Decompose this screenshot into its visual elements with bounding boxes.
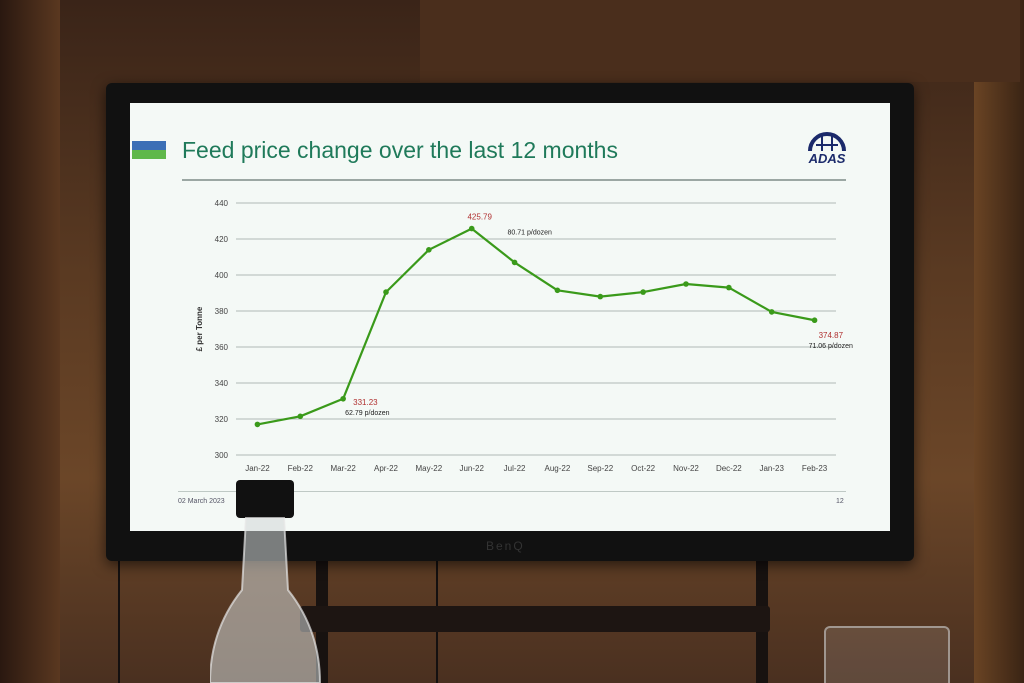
data-label-per-dozen: 80.71 p/dozen — [508, 230, 552, 237]
slide-title: Feed price change over the last 12 month… — [182, 137, 618, 163]
data-point — [768, 309, 775, 315]
title-flag-icon — [132, 141, 166, 159]
data-point — [597, 293, 604, 300]
adas-logo-icon — [808, 132, 846, 152]
y-tick-label: 420 — [215, 235, 229, 244]
drinking-glass — [824, 626, 950, 683]
x-tick-label: Jan-22 — [245, 464, 270, 473]
x-tick-label: Feb-22 — [288, 464, 314, 473]
x-tick-label: Mar-22 — [330, 464, 356, 473]
y-tick-label: 440 — [215, 199, 229, 208]
data-point — [468, 225, 475, 232]
adas-logo: ADAS — [802, 127, 852, 171]
title-divider — [182, 179, 846, 181]
data-point — [640, 289, 646, 295]
x-tick-label: Apr-22 — [374, 464, 399, 473]
data-point — [511, 259, 518, 266]
y-axis-label: £ per Tonne — [195, 306, 204, 351]
x-tick-label: Feb-23 — [802, 464, 828, 473]
data-label-value: 331.23 — [353, 398, 378, 407]
data-label-per-dozen: 71.06 p/dozen — [809, 343, 853, 350]
data-point — [554, 287, 561, 294]
x-tick-label: Aug-22 — [545, 464, 571, 473]
y-tick-label: 340 — [215, 379, 229, 388]
footer-date: 02 March 2023 — [178, 498, 225, 505]
data-point — [297, 413, 304, 420]
slide-screen: Feed price change over the last 12 month… — [130, 103, 890, 531]
x-tick-label: Jan-23 — [759, 464, 784, 473]
y-tick-label: 380 — [215, 307, 229, 316]
y-tick-label: 300 — [215, 451, 229, 460]
data-point — [811, 317, 818, 324]
footer-divider — [178, 491, 846, 492]
bottle — [210, 480, 322, 683]
y-tick-label: 360 — [215, 343, 229, 352]
x-tick-label: Jul-22 — [504, 464, 526, 473]
line-chart: 300 320 340 360 380 400 420 440 £ per Tonne Jan-2… — [195, 199, 853, 473]
monitor-brand: BenQ — [486, 539, 525, 553]
x-tick-label: Jun-22 — [459, 464, 484, 473]
data-point — [383, 289, 389, 295]
data-label-per-dozen: 62.79 p/dozen — [345, 410, 389, 417]
wall-right — [974, 0, 1024, 683]
wall-frame — [420, 0, 1020, 82]
x-tick-label: Nov-22 — [673, 464, 699, 473]
y-tick-label: 400 — [215, 271, 229, 280]
x-tick-label: Oct-22 — [631, 464, 656, 473]
wall-left — [0, 0, 60, 683]
x-tick-label: May-22 — [416, 464, 443, 473]
data-point — [254, 421, 261, 428]
page-number: 12 — [836, 498, 844, 505]
x-tick-label: Sep-22 — [587, 464, 613, 473]
data-label-value: 425.79 — [467, 213, 492, 222]
adas-logo-text: ADAS — [808, 151, 846, 166]
data-point — [683, 281, 689, 287]
cable — [118, 560, 120, 683]
data-point — [426, 247, 432, 253]
x-tick-label: Dec-22 — [716, 464, 742, 473]
stand-shelf — [300, 606, 770, 632]
series-line — [257, 227, 815, 426]
y-tick-label: 320 — [215, 415, 229, 424]
data-point — [726, 284, 732, 291]
data-point — [340, 395, 346, 402]
data-label-value: 374.87 — [819, 331, 844, 340]
